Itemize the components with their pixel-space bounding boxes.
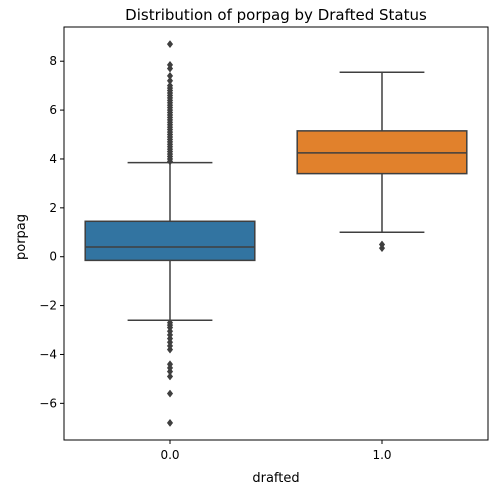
outlier-point: [166, 81, 174, 90]
y-axis: −6 −4 −2 0 2 4 6 8: [39, 54, 64, 410]
x-axis: 0.0 1.0: [160, 440, 392, 462]
outlier-point: [166, 418, 174, 427]
x-axis-label: drafted: [252, 471, 299, 486]
y-tick-label: 8: [49, 54, 57, 68]
y-tick-label: 4: [49, 152, 57, 166]
y-tick-label: 2: [49, 201, 57, 215]
y-axis-label: porpag: [14, 214, 29, 260]
outlier-point: [166, 76, 174, 85]
x-tick-label: 0.0: [160, 448, 179, 462]
outlier-point: [166, 40, 174, 49]
outlier-point: [378, 240, 386, 249]
outlier-point: [166, 71, 174, 80]
outlier-point: [166, 60, 174, 69]
y-tick-label: −6: [39, 396, 57, 410]
y-tick-label: −4: [39, 347, 57, 361]
y-tick-label: 0: [49, 250, 57, 264]
y-tick-label: −2: [39, 299, 57, 313]
box-group-0-0: [84, 40, 256, 427]
plot-area: [84, 40, 468, 427]
plot-frame: [63, 26, 489, 441]
iqr-box: [84, 220, 256, 262]
chart-title: Distribution of porpag by Drafted Status: [125, 6, 427, 24]
y-tick-label: 6: [49, 103, 57, 117]
outlier-point: [166, 372, 174, 381]
box-group-1-0: [296, 71, 468, 253]
outlier-point: [166, 318, 174, 327]
outlier-point: [166, 389, 174, 398]
outlier-point: [166, 360, 174, 369]
x-tick-label: 1.0: [372, 448, 391, 462]
